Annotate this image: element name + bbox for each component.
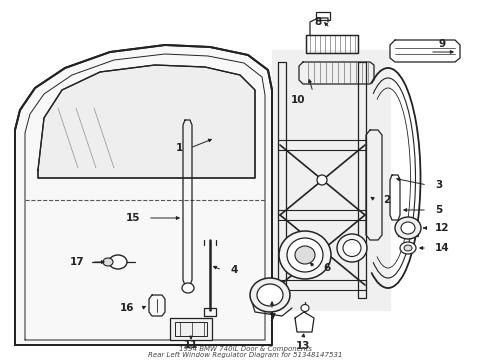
- Bar: [175, 322, 207, 336]
- Ellipse shape: [404, 245, 412, 251]
- Ellipse shape: [395, 217, 421, 239]
- Text: 14: 14: [435, 243, 450, 253]
- Text: 17: 17: [70, 257, 84, 267]
- Ellipse shape: [343, 239, 361, 256]
- Ellipse shape: [109, 255, 127, 269]
- Ellipse shape: [279, 231, 331, 279]
- Bar: [204, 308, 216, 316]
- Text: 13: 13: [296, 341, 310, 351]
- Text: 1994 BMW 740iL Door & Components: 1994 BMW 740iL Door & Components: [178, 346, 312, 352]
- Ellipse shape: [287, 238, 323, 272]
- Text: 4: 4: [230, 265, 237, 275]
- Bar: [398, 220, 418, 236]
- Text: 10: 10: [291, 95, 305, 105]
- Bar: [306, 35, 358, 53]
- Text: Rear Left Window Regulator Diagram for 51348147531: Rear Left Window Regulator Diagram for 5…: [148, 352, 342, 358]
- Polygon shape: [38, 65, 255, 178]
- Ellipse shape: [337, 234, 367, 262]
- Ellipse shape: [317, 245, 327, 255]
- Polygon shape: [15, 45, 272, 345]
- Ellipse shape: [400, 242, 416, 254]
- Text: 2: 2: [383, 195, 390, 205]
- Ellipse shape: [103, 258, 113, 266]
- Text: 15: 15: [125, 213, 140, 223]
- Ellipse shape: [295, 246, 315, 264]
- Text: 9: 9: [438, 39, 445, 49]
- Bar: [170, 318, 212, 340]
- Ellipse shape: [182, 283, 194, 293]
- Ellipse shape: [317, 175, 327, 185]
- Text: 16: 16: [120, 303, 134, 313]
- Text: 12: 12: [435, 223, 449, 233]
- Bar: [316, 12, 330, 20]
- Text: 7: 7: [269, 313, 276, 323]
- Ellipse shape: [257, 284, 283, 306]
- Text: 5: 5: [435, 205, 442, 215]
- Ellipse shape: [301, 305, 309, 311]
- Text: 8: 8: [315, 17, 322, 27]
- Text: 1: 1: [176, 143, 183, 153]
- Ellipse shape: [250, 278, 290, 312]
- Polygon shape: [272, 50, 390, 310]
- Text: 11: 11: [184, 340, 198, 350]
- Text: 6: 6: [323, 263, 330, 273]
- Ellipse shape: [401, 222, 415, 234]
- Text: 3: 3: [435, 180, 442, 190]
